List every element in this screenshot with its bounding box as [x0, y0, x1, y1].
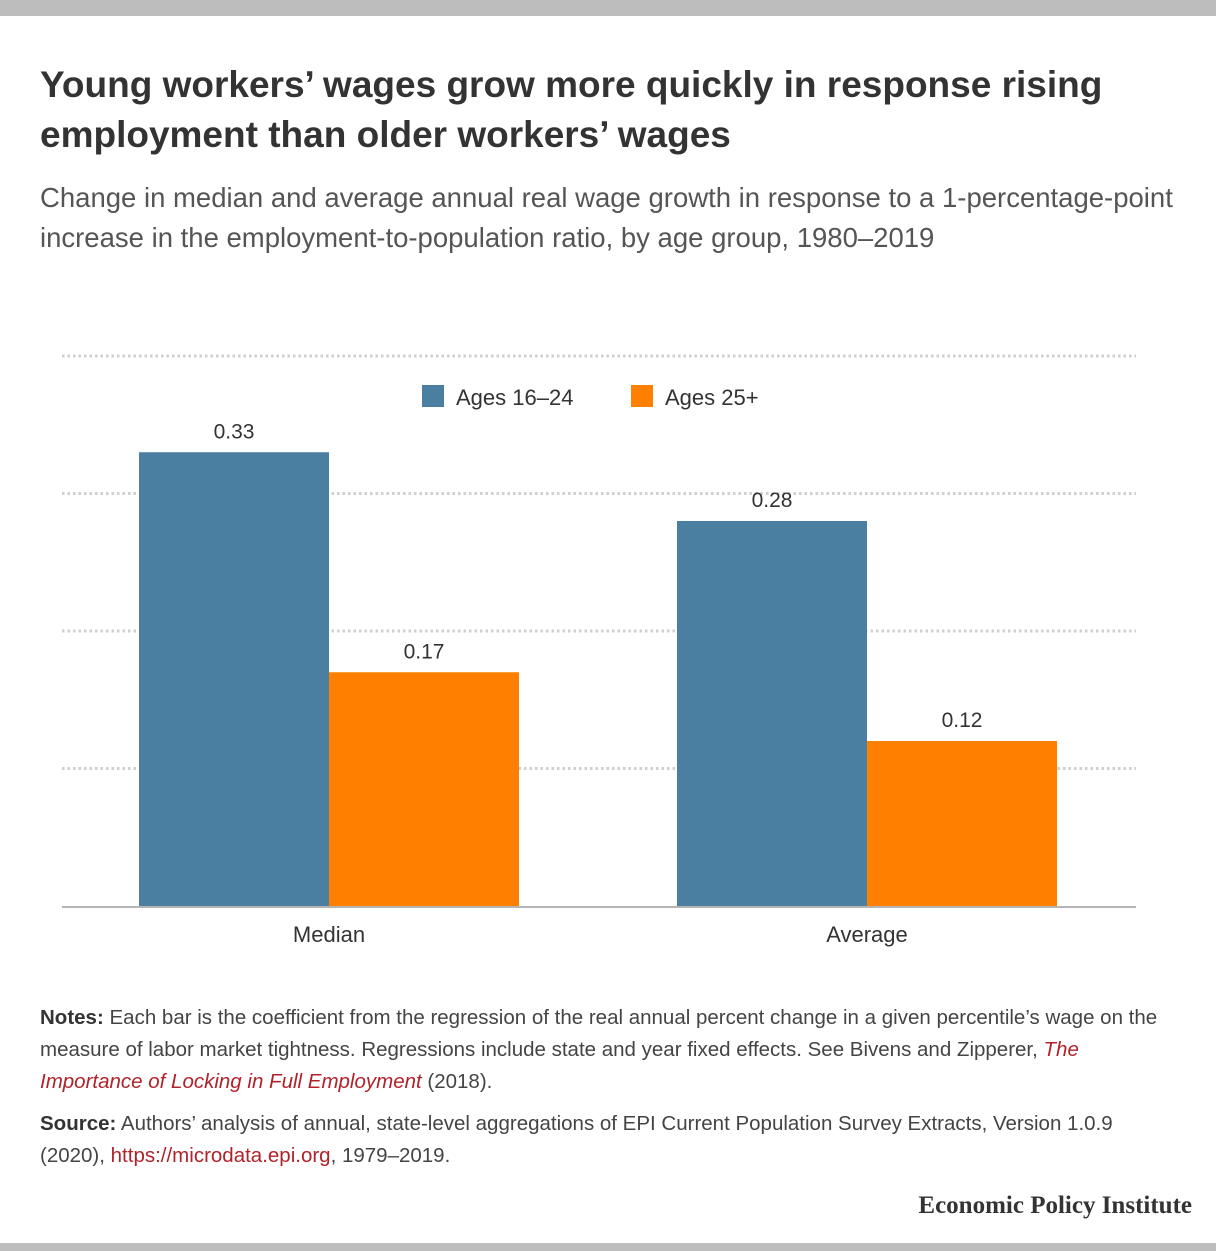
notes-label: Notes: [40, 1006, 104, 1029]
chart-title: Young workers’ wages grow more quickly i… [40, 64, 1103, 155]
legend-swatch [422, 385, 444, 407]
notes-tail: (2018). [421, 1070, 493, 1093]
bottom-rule [0, 1243, 1216, 1251]
publication-link[interactable]: The Importance of Locking in Full Employ… [40, 1038, 1079, 1093]
category-label: Median [293, 922, 365, 947]
top-rule [0, 0, 1216, 16]
category-label: Average [826, 922, 908, 947]
bar [329, 672, 519, 906]
chart-subtitle: Change in median and average annual real… [40, 182, 1173, 253]
microdata-link[interactable]: https://microdata.epi.org [110, 1144, 331, 1167]
data-label: 0.17 [404, 640, 445, 663]
bar-chart: Ages 16–24 Ages 25+ 0.33 0.17 Median 0.28 0.1… [62, 354, 1136, 947]
legend-swatch [631, 385, 653, 407]
bar [677, 521, 867, 906]
source-label: Source: [40, 1112, 117, 1135]
data-label: 0.33 [214, 420, 255, 443]
bar [139, 452, 329, 906]
source-tail: , 1979–2019. [330, 1144, 451, 1167]
epi-logo: Economic Policy Institute [918, 1192, 1192, 1219]
legend-label: Ages 16–24 [456, 385, 573, 410]
bar [867, 741, 1057, 906]
source-text: Authors’ analysis of annual, state-level… [40, 1112, 1113, 1167]
source-paragraph: Source: Authors’ analysis of annual, sta… [40, 1108, 1160, 1172]
data-label: 0.12 [942, 709, 983, 732]
data-label: 0.28 [752, 489, 793, 512]
legend-label: Ages 25+ [665, 385, 759, 410]
notes-paragraph: Notes: Each bar is the coefficient from … [40, 1002, 1160, 1098]
notes-block: Notes: Each bar is the coefficient from … [40, 1002, 1160, 1182]
notes-text: Each bar is the coefficient from the reg… [40, 1006, 1158, 1061]
